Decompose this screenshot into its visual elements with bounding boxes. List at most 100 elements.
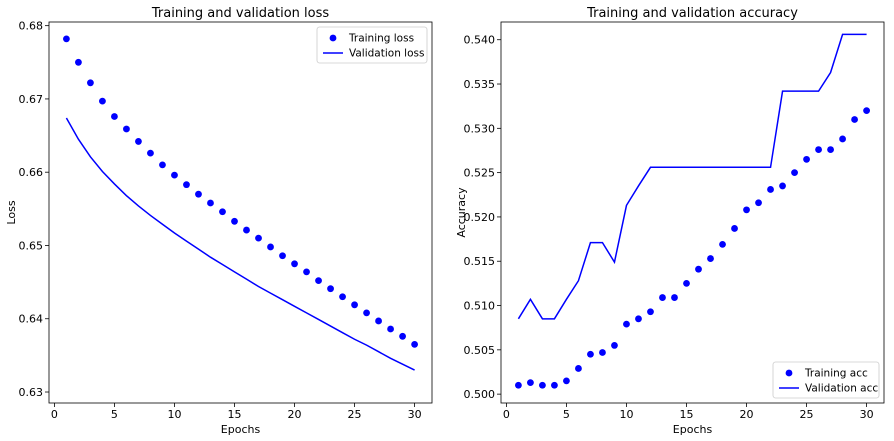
training-acc-point bbox=[659, 294, 666, 301]
training-loss-point bbox=[231, 217, 238, 225]
accuracy-x-tick-label: 5 bbox=[563, 408, 570, 421]
training-acc-point bbox=[743, 206, 750, 214]
validation-acc-legend-label: Validation acc bbox=[805, 383, 878, 395]
accuracy-legend-box bbox=[772, 361, 880, 399]
training-loss-point bbox=[315, 277, 322, 285]
training-loss-point bbox=[387, 325, 394, 333]
accuracy-x-tick-label: 30 bbox=[860, 408, 874, 421]
loss-plot-frame bbox=[48, 21, 433, 404]
training-loss-point bbox=[87, 79, 94, 87]
loss-y-tick-label: 0.63 bbox=[19, 386, 44, 399]
accuracy-y-tick-label: 0.540 bbox=[464, 34, 496, 47]
accuracy-x-tick-label: 25 bbox=[800, 408, 814, 421]
training-loss-point bbox=[219, 208, 226, 216]
training-acc-point bbox=[779, 182, 786, 190]
training-loss-point bbox=[411, 340, 418, 348]
validation-loss-legend-label: Validation loss bbox=[349, 48, 424, 60]
training-acc-point bbox=[731, 225, 738, 232]
training-loss-point bbox=[279, 252, 286, 260]
training-loss-point bbox=[339, 293, 346, 301]
accuracy-x-tick-label: 10 bbox=[619, 408, 633, 421]
validation-acc-line bbox=[517, 33, 867, 320]
accuracy-y-tick-label: 0.525 bbox=[464, 167, 496, 180]
accuracy-y-tick-label: 0.515 bbox=[464, 255, 496, 268]
accuracy-x-tick-label: 20 bbox=[740, 408, 754, 421]
accuracy-chart-panel: Training and validation accuracy 0 5 10 15 20… bbox=[455, 6, 885, 436]
loss-y-tick-label: 0.64 bbox=[19, 313, 44, 326]
training-acc-point bbox=[599, 349, 606, 356]
loss-x-tick-label: 10 bbox=[167, 408, 181, 421]
training-acc-point bbox=[839, 135, 846, 143]
loss-x-tick-label: 5 bbox=[111, 408, 118, 421]
training-acc-point bbox=[719, 241, 726, 248]
loss-y-tick-label: 0.68 bbox=[19, 20, 44, 33]
training-acc-point bbox=[695, 265, 702, 273]
training-loss-point bbox=[207, 199, 214, 207]
training-acc-point bbox=[755, 199, 762, 207]
training-loss-point bbox=[243, 226, 250, 234]
training-loss-point bbox=[195, 190, 202, 198]
loss-chart-title: Training and validation loss bbox=[151, 6, 329, 21]
training-acc-point bbox=[815, 146, 822, 153]
training-acc-point bbox=[539, 381, 546, 389]
training-acc-point bbox=[791, 169, 798, 177]
training-loss-point bbox=[351, 301, 358, 309]
training-acc-point bbox=[671, 294, 678, 301]
loss-x-tick-label: 20 bbox=[288, 408, 302, 421]
accuracy-legend: Training acc Validation acc bbox=[772, 361, 880, 399]
accuracy-y-tick-label: 0.530 bbox=[464, 122, 496, 135]
accuracy-plot-frame bbox=[500, 21, 885, 404]
training-acc-legend-label: Training acc bbox=[804, 368, 868, 380]
training-loss-point bbox=[375, 317, 382, 325]
loss-x-tick-label: 25 bbox=[348, 408, 362, 421]
loss-x-tick-label: 30 bbox=[408, 408, 422, 421]
accuracy-x-axis-label: Epochs bbox=[673, 423, 713, 436]
training-loss-legend-label: Training loss bbox=[348, 33, 414, 45]
training-loss-point bbox=[183, 181, 190, 189]
training-acc-point bbox=[647, 308, 654, 316]
training-loss-point bbox=[363, 309, 370, 317]
training-acc-point bbox=[563, 377, 570, 385]
training-loss-point bbox=[303, 268, 310, 276]
loss-y-tick-label: 0.67 bbox=[19, 93, 44, 106]
training-acc-point bbox=[707, 255, 714, 262]
training-acc-point bbox=[863, 107, 870, 114]
loss-x-tick-label: 15 bbox=[227, 408, 241, 421]
training-acc-point bbox=[683, 279, 690, 287]
accuracy-y-axis-label: Accuracy bbox=[455, 187, 468, 238]
accuracy-x-tick-label: 0 bbox=[503, 408, 510, 421]
accuracy-y-tick-label: 0.510 bbox=[464, 300, 496, 313]
loss-legend: Training loss Validation loss bbox=[316, 26, 428, 64]
training-acc-point bbox=[551, 381, 558, 389]
training-loss-point bbox=[75, 58, 82, 66]
accuracy-y-tick-label: 0.505 bbox=[464, 344, 496, 357]
accuracy-chart-title: Training and validation accuracy bbox=[586, 6, 798, 21]
training-acc-point bbox=[827, 146, 834, 153]
training-loss-point bbox=[63, 35, 70, 43]
training-acc-point bbox=[767, 186, 774, 193]
training-loss-point bbox=[291, 260, 298, 268]
loss-y-tick-label: 0.65 bbox=[19, 239, 44, 252]
training-acc-point bbox=[527, 379, 534, 387]
loss-y-axis-label: Loss bbox=[5, 200, 18, 224]
training-loss-point bbox=[171, 171, 178, 179]
loss-x-tick-label: 0 bbox=[51, 408, 58, 421]
accuracy-x-tick-label: 15 bbox=[679, 408, 693, 421]
training-acc-point bbox=[635, 315, 642, 323]
training-loss-point bbox=[399, 332, 406, 340]
training-loss-point bbox=[123, 125, 130, 133]
accuracy-y-tick-label: 0.520 bbox=[464, 211, 496, 224]
training-loss-point bbox=[99, 97, 106, 105]
loss-x-axis-label: Epochs bbox=[221, 423, 261, 436]
accuracy-y-tick-label: 0.500 bbox=[464, 388, 496, 401]
training-acc-point bbox=[611, 342, 618, 349]
training-loss-legend-marker bbox=[329, 34, 337, 42]
validation-loss-line bbox=[65, 117, 415, 371]
training-acc-point bbox=[851, 116, 858, 123]
training-acc-point bbox=[575, 365, 582, 372]
training-loss-point bbox=[135, 138, 142, 145]
loss-chart-panel: Training and validation loss 0 5 10 15 20 25 30… bbox=[5, 6, 433, 436]
training-acc-legend-marker bbox=[785, 369, 793, 377]
